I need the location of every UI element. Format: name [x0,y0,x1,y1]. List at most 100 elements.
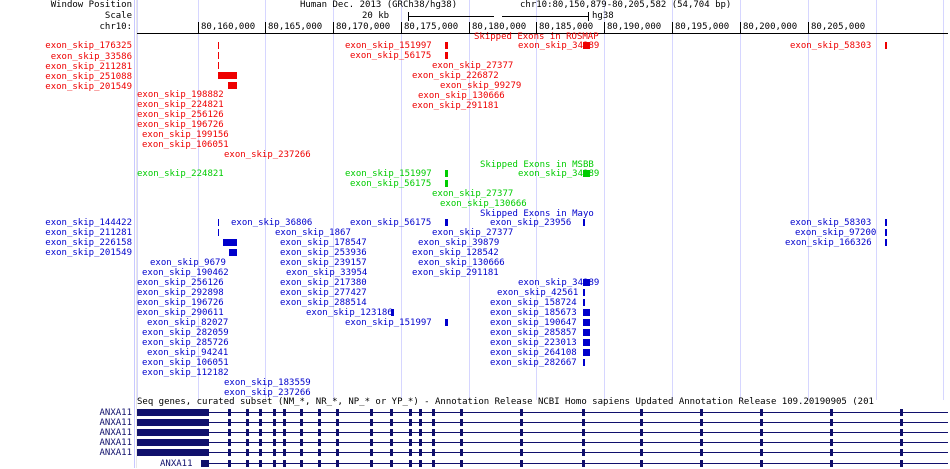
mayo-feature[interactable] [445,219,448,226]
mayo-feature-label[interactable]: exon_skip_196726 [137,298,224,308]
gene-exon[interactable] [830,409,833,416]
rosmap-left-label[interactable]: exon_skip_201549 [45,82,132,92]
mayo-feature[interactable] [229,249,237,256]
gene-exon[interactable] [300,419,303,426]
mayo-feature-label[interactable]: exon_skip_282667 [490,358,577,368]
mayo-feature-label[interactable]: exon_skip_56175 [350,218,432,228]
gene-exon[interactable] [228,439,231,446]
gene-exon[interactable] [432,429,435,436]
gene-exon[interactable] [246,449,249,456]
rosmap-feature-label[interactable]: exon_skip_198882 [137,90,224,100]
mayo-feature-label[interactable]: exon_skip_151997 [345,318,432,328]
gene-label[interactable]: ANXA11 [99,418,132,428]
mayo-feature-label[interactable]: exon_skip_9679 [150,258,226,268]
mayo-feature-label[interactable]: exon_skip_128542 [412,248,499,258]
mayo-feature-label[interactable]: exon_skip_291181 [412,268,499,278]
gene-exon[interactable] [336,409,339,416]
mayo-feature-label[interactable]: exon_skip_292898 [137,288,224,298]
mayo-feature-label[interactable]: exon_skip_277427 [280,288,367,298]
gene-exon[interactable] [432,409,435,416]
rosmap-feature-label[interactable]: exon_skip_237266 [224,150,311,160]
gene-exon[interactable] [390,449,393,456]
gene-exon[interactable] [390,439,393,446]
gene-exon[interactable] [300,429,303,436]
mayo-feature[interactable] [223,239,237,246]
rosmap-left-label[interactable]: exon_skip_251088 [45,72,132,82]
gene-exon[interactable] [273,409,276,416]
msbb-feature-label[interactable]: exon_skip_56175 [350,179,432,189]
gene-exon[interactable] [830,460,833,467]
rosmap-feature[interactable] [583,42,590,49]
gene-exon[interactable] [520,429,523,436]
gene-exon[interactable] [201,460,209,467]
mayo-feature-label[interactable]: exon_skip_58303 [790,218,872,228]
gene-exon[interactable] [700,409,703,416]
mayo-feature-label[interactable]: exon_skip_112182 [142,368,229,378]
mayo-feature-label[interactable]: exon_skip_178547 [280,238,367,248]
gene-exon[interactable] [137,439,209,446]
rosmap-feature-label[interactable]: exon_skip_196726 [137,120,224,130]
mayo-feature-label[interactable]: exon_skip_285726 [142,338,229,348]
gene-exon[interactable] [259,429,262,436]
mayo-feature-label[interactable]: exon_skip_264108 [490,348,577,358]
msbb-feature-label[interactable]: exon_skip_224821 [137,169,224,179]
gene-exon[interactable] [246,429,249,436]
gene-exon[interactable] [283,429,286,436]
mayo-feature-label[interactable]: exon_skip_183559 [224,378,311,388]
mayo-feature-label[interactable]: exon_skip_123186 [306,308,393,318]
mayo-feature-label[interactable]: exon_skip_256126 [137,278,224,288]
gene-exon[interactable] [409,460,412,467]
gene-exon[interactable] [760,429,763,436]
mayo-feature[interactable] [583,359,585,366]
mayo-feature[interactable] [583,279,590,286]
rosmap-feature-label[interactable]: exon_skip_224821 [137,100,224,110]
gene-exon[interactable] [336,449,339,456]
gene-exon[interactable] [246,460,249,467]
gene-exon[interactable] [318,409,321,416]
gene-exon[interactable] [259,460,262,467]
rosmap-feature-label[interactable]: exon_skip_56175 [350,51,432,61]
msbb-feature[interactable] [445,180,448,187]
gene-exon[interactable] [900,419,903,426]
mayo-feature-label[interactable]: exon_skip_82027 [147,318,229,328]
mayo-feature-label[interactable]: exon_skip_130666 [418,258,505,268]
rosmap-feature-label[interactable]: exon_skip_27377 [432,61,514,71]
gene-exon[interactable] [390,460,393,467]
gene-exon[interactable] [432,439,435,446]
gene-label[interactable]: ANXA11 [99,448,132,458]
gene-exon[interactable] [318,429,321,436]
rosmap-feature[interactable] [218,62,219,69]
gene-exon[interactable] [830,429,833,436]
gene-exon[interactable] [900,449,903,456]
gene-exon[interactable] [273,439,276,446]
mayo-feature[interactable] [885,219,887,226]
gene-exon[interactable] [390,409,393,416]
gene-exon[interactable] [520,449,523,456]
mayo-feature[interactable] [885,239,887,246]
gene-exon[interactable] [419,449,422,456]
mayo-feature[interactable] [583,329,590,336]
gene-exon[interactable] [228,449,231,456]
gene-exon[interactable] [582,429,585,436]
gene-exon[interactable] [300,439,303,446]
gene-exon[interactable] [273,429,276,436]
gene-exon[interactable] [390,429,393,436]
gene-exon[interactable] [640,439,643,446]
gene-exon[interactable] [283,460,286,467]
gene-exon[interactable] [273,419,276,426]
gene-exon[interactable] [259,439,262,446]
gene-exon[interactable] [228,409,231,416]
rosmap-feature-label[interactable]: exon_skip_106051 [142,140,229,150]
msbb-feature-label[interactable]: exon_skip_34389 [518,169,600,179]
msbb-feature[interactable] [445,170,448,177]
rosmap-left-label[interactable]: exon_skip_211281 [45,62,132,72]
rosmap-feature[interactable] [445,42,448,49]
gene-exon[interactable] [419,419,422,426]
gene-exon[interactable] [336,429,339,436]
gene-exon[interactable] [520,419,523,426]
gene-exon[interactable] [900,409,903,416]
gene-exon[interactable] [760,409,763,416]
gene-exon[interactable] [700,419,703,426]
gene-exon[interactable] [318,419,321,426]
